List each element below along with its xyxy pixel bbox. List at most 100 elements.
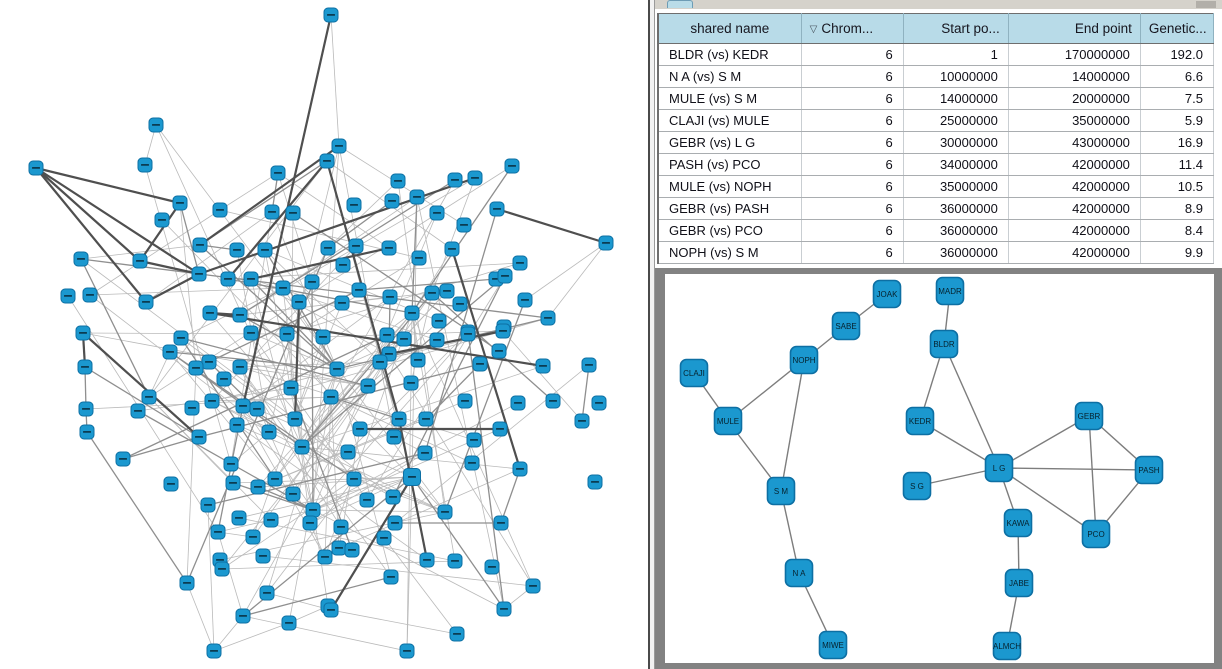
network-edge[interactable] <box>264 249 314 511</box>
network-node[interactable] <box>379 327 395 343</box>
network-node[interactable] <box>249 401 265 417</box>
network-node[interactable] <box>403 468 421 486</box>
network-node[interactable] <box>229 242 245 258</box>
network-node[interactable] <box>154 212 170 228</box>
network-node[interactable] <box>235 608 251 624</box>
network-node[interactable] <box>275 280 291 296</box>
table-cell[interactable]: 9.9 <box>1140 241 1215 264</box>
network-edge[interactable] <box>227 160 328 280</box>
network-node[interactable] <box>504 158 520 174</box>
network-edge[interactable] <box>998 467 1150 471</box>
network-node[interactable] <box>472 356 488 372</box>
network-node[interactable] <box>333 519 349 535</box>
network-node[interactable] <box>225 475 241 491</box>
table-cell[interactable]: 170000000 <box>1008 43 1141 66</box>
network-node[interactable] <box>264 204 280 220</box>
network-node[interactable] <box>351 282 367 298</box>
network-node[interactable] <box>305 502 321 518</box>
table-cell[interactable]: MULE (vs) NOPH <box>658 175 802 198</box>
network-edge[interactable] <box>35 167 200 275</box>
network-node[interactable] <box>381 240 397 256</box>
network-node[interactable]: N A <box>784 558 814 588</box>
network-node[interactable] <box>255 548 271 564</box>
network-edge[interactable] <box>148 351 171 398</box>
network-node[interactable] <box>202 305 218 321</box>
table-cell[interactable]: 14000000 <box>1008 65 1141 88</box>
network-edge[interactable] <box>252 361 381 538</box>
network-node[interactable] <box>315 329 331 345</box>
network-node[interactable] <box>598 235 614 251</box>
network-node[interactable] <box>191 266 207 282</box>
network-edge[interactable] <box>211 396 332 402</box>
table-cell[interactable]: N A (vs) S M <box>658 65 802 88</box>
table-cell[interactable]: 35000000 <box>1008 109 1141 132</box>
network-edge[interactable] <box>358 278 497 291</box>
network-node[interactable] <box>495 323 511 339</box>
network-node[interactable] <box>331 138 347 154</box>
table-cell[interactable]: PASH (vs) PCO <box>658 153 802 176</box>
network-node[interactable] <box>82 287 98 303</box>
column-header-chromosome[interactable]: ▽ Chrom... <box>801 13 904 44</box>
network-node[interactable] <box>323 602 339 618</box>
network-node[interactable] <box>491 343 507 359</box>
network-node[interactable] <box>210 524 226 540</box>
table-cell[interactable]: 42000000 <box>1008 241 1141 264</box>
table-cell[interactable]: 8.4 <box>1140 219 1215 242</box>
network-node[interactable] <box>525 578 541 594</box>
table-cell[interactable]: 192.0 <box>1140 43 1215 66</box>
network-node[interactable] <box>344 542 360 558</box>
network-node[interactable] <box>229 417 245 433</box>
network-edge[interactable] <box>293 301 301 420</box>
network-node[interactable] <box>320 240 336 256</box>
network-node[interactable] <box>206 643 222 659</box>
network-node[interactable] <box>360 378 376 394</box>
network-node[interactable] <box>493 515 509 531</box>
network-edge[interactable] <box>221 560 456 570</box>
network-edge[interactable] <box>35 167 147 303</box>
network-node[interactable] <box>243 271 259 287</box>
network-node[interactable] <box>231 510 247 526</box>
network-edge[interactable] <box>186 367 197 584</box>
network-edge[interactable] <box>500 468 521 524</box>
network-node[interactable] <box>382 289 398 305</box>
network-edge[interactable] <box>211 245 357 402</box>
table-cell[interactable]: 6 <box>801 87 904 110</box>
network-node[interactable]: GEBR <box>1074 401 1104 431</box>
network-canvas-main[interactable] <box>0 0 648 669</box>
table-cell[interactable]: GEBR (vs) L G <box>658 131 802 154</box>
network-node[interactable] <box>184 400 200 416</box>
network-edge[interactable] <box>330 396 400 420</box>
network-node[interactable] <box>317 549 333 565</box>
network-edge[interactable] <box>239 314 338 370</box>
network-edge[interactable] <box>80 244 201 260</box>
column-header-genetic[interactable]: Genetic... <box>1140 13 1215 44</box>
network-edge[interactable] <box>286 262 521 335</box>
network-node[interactable] <box>540 310 556 326</box>
network-node[interactable] <box>192 237 208 253</box>
network-node[interactable] <box>223 456 239 472</box>
network-edge[interactable] <box>257 486 314 511</box>
network-node[interactable] <box>279 326 295 342</box>
network-node[interactable] <box>409 189 425 205</box>
table-cell[interactable]: 10000000 <box>903 65 1009 88</box>
network-edge[interactable] <box>219 172 279 211</box>
network-edge[interactable] <box>122 334 388 460</box>
network-node[interactable] <box>78 401 94 417</box>
table-cell[interactable]: 6 <box>801 153 904 176</box>
network-edge[interactable] <box>209 311 544 368</box>
table-row[interactable]: MULE (vs) NOPH 6 35000000 42000000 10.5 <box>658 175 1215 198</box>
network-node[interactable] <box>331 540 347 556</box>
table-cell[interactable]: 6 <box>801 131 904 154</box>
network-node[interactable] <box>267 471 283 487</box>
network-edge[interactable] <box>425 363 481 420</box>
table-cell[interactable]: 42000000 <box>1008 197 1141 220</box>
network-edge[interactable] <box>139 259 200 276</box>
network-node[interactable] <box>323 389 339 405</box>
table-cell[interactable]: 25000000 <box>903 109 1009 132</box>
network-node[interactable] <box>431 313 447 329</box>
table-row[interactable]: BLDR (vs) KEDR 6 1 170000000 192.0 <box>658 43 1215 66</box>
network-canvas-secondary[interactable]: JOAK SABE NOPH CLAJI MULE S M N A MIWE MADR BLDR K… <box>665 274 1214 663</box>
network-edge[interactable] <box>82 332 200 438</box>
network-edge[interactable] <box>242 615 408 652</box>
network-node[interactable]: PASH <box>1134 455 1164 485</box>
